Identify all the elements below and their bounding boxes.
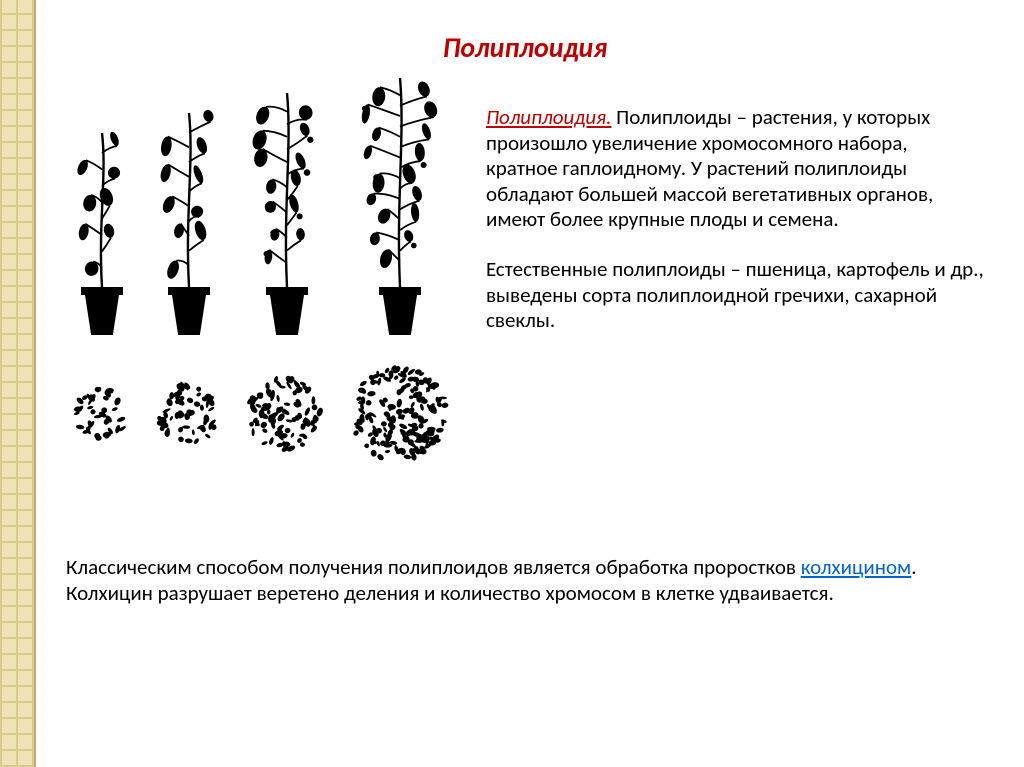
plant-1 [66, 127, 138, 335]
colchicine-link[interactable]: колхицином [801, 554, 912, 580]
page-title: Полиплоидия [66, 30, 984, 65]
para3-pre: Классическим способом получения полиплои… [66, 554, 801, 580]
plant-2 [148, 107, 230, 335]
text-column: Полиплоидия. Полиплоиды – растения, у ко… [486, 105, 984, 465]
slide-content: Полиплоидия Полиплоидия. Полиплоиды – ра… [36, 0, 1024, 767]
plant-3 [240, 87, 334, 335]
seeds-row [66, 363, 456, 465]
paragraph-3: Классическим способом получения полиплои… [66, 555, 984, 606]
seed-pile-3 [245, 375, 323, 453]
decorative-border [0, 0, 36, 767]
paragraph-1: Полиплоидия. Полиплоиды – растения, у ко… [486, 105, 984, 233]
seed-pile-4 [348, 363, 450, 465]
main-row: Полиплоидия. Полиплоиды – растения, у ко… [66, 105, 984, 465]
seed-pile-1 [72, 385, 130, 443]
pot-icon [81, 287, 123, 335]
pot-icon [379, 287, 421, 335]
plants-figure [66, 105, 456, 465]
pot-icon [266, 287, 308, 335]
plant-4 [344, 72, 456, 335]
paragraph-2: Естественные полиплоиды – пшеница, карто… [486, 257, 984, 334]
lead-term: Полиплоидия. [486, 104, 611, 130]
pot-icon [168, 287, 210, 335]
seed-pile-2 [155, 381, 221, 447]
plants-row [66, 105, 456, 335]
